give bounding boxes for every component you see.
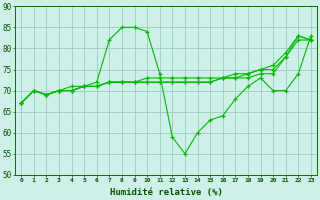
- X-axis label: Humidité relative (%): Humidité relative (%): [109, 188, 222, 197]
